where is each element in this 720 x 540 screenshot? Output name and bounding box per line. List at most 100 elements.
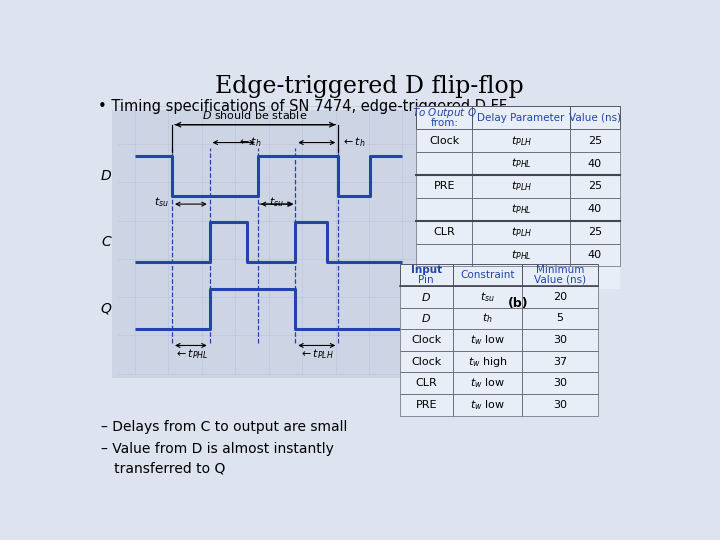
Text: $t_w$ high: $t_w$ high — [467, 355, 508, 369]
Bar — [472, 175, 570, 198]
Text: Value (ns): Value (ns) — [534, 275, 586, 285]
Text: Edge-triggered D flip-flop: Edge-triggered D flip-flop — [215, 75, 523, 98]
Text: (b): (b) — [508, 297, 528, 310]
Text: $t_{PHL}$: $t_{PHL}$ — [510, 157, 531, 171]
Bar — [453, 308, 523, 329]
Bar — [400, 265, 453, 286]
Bar — [453, 351, 523, 373]
Bar — [523, 308, 598, 329]
Text: $t_{PHL}$: $t_{PHL}$ — [510, 202, 531, 216]
Text: $t_{PHL}$: $t_{PHL}$ — [510, 248, 531, 262]
Text: Pin: Pin — [418, 275, 434, 285]
Text: • Timing specifications of SN 7474, edge-triggered D FF: • Timing specifications of SN 7474, edge… — [99, 99, 508, 114]
Bar — [112, 110, 425, 378]
Text: 37: 37 — [553, 357, 567, 367]
Bar — [416, 106, 472, 129]
Text: $t_{PLH}$: $t_{PLH}$ — [510, 134, 531, 147]
Bar — [416, 221, 472, 244]
Text: $t_w$ low: $t_w$ low — [470, 376, 505, 390]
Bar — [523, 329, 598, 351]
Bar — [416, 106, 620, 289]
Bar — [570, 129, 620, 152]
Text: $D$: $D$ — [421, 291, 431, 303]
Bar — [523, 351, 598, 373]
Text: 30: 30 — [553, 335, 567, 345]
Text: CLR: CLR — [415, 379, 437, 388]
Text: from:: from: — [431, 118, 459, 128]
Bar — [570, 152, 620, 175]
Bar — [472, 129, 570, 152]
Text: $D$: $D$ — [100, 169, 112, 183]
Bar — [523, 373, 598, 394]
Text: $\leftarrow t_{PLH}$: $\leftarrow t_{PLH}$ — [300, 348, 334, 361]
Bar — [416, 198, 472, 221]
Text: $Q$: $Q$ — [100, 301, 112, 316]
Bar — [523, 286, 598, 308]
Text: $t_w$ low: $t_w$ low — [470, 398, 505, 412]
Bar — [570, 244, 620, 266]
Bar — [570, 106, 620, 129]
Text: To Output $Q$: To Output $Q$ — [412, 106, 477, 120]
Text: $\leftarrow t_h$: $\leftarrow t_h$ — [341, 136, 365, 150]
Text: $\leftarrow t_{PHL}$: $\leftarrow t_{PHL}$ — [174, 348, 208, 361]
Text: Clock: Clock — [429, 136, 459, 146]
Text: $D$: $D$ — [421, 313, 431, 325]
Text: $t_{su}$: $t_{su}$ — [154, 195, 169, 209]
Text: Input: Input — [410, 266, 442, 275]
Bar — [570, 175, 620, 198]
Bar — [453, 394, 523, 416]
Bar — [472, 152, 570, 175]
Text: Value (ns): Value (ns) — [569, 113, 621, 123]
Bar — [400, 286, 453, 308]
Bar — [523, 265, 598, 286]
Text: PRE: PRE — [433, 181, 455, 191]
Text: Clock: Clock — [411, 357, 441, 367]
Bar — [416, 244, 472, 266]
Bar — [400, 394, 453, 416]
Bar — [472, 244, 570, 266]
Text: 25: 25 — [588, 181, 602, 191]
Text: $C$: $C$ — [101, 235, 112, 249]
Text: $t_h$: $t_h$ — [482, 312, 493, 325]
Text: Constraint: Constraint — [460, 270, 515, 280]
Text: 30: 30 — [553, 400, 567, 410]
Bar — [453, 265, 523, 286]
Text: 40: 40 — [588, 159, 602, 168]
Text: 25: 25 — [588, 136, 602, 146]
Bar — [400, 329, 453, 351]
Bar — [570, 221, 620, 244]
Text: transferred to Q: transferred to Q — [101, 462, 225, 476]
Text: Minimum: Minimum — [536, 266, 585, 275]
Text: 30: 30 — [553, 379, 567, 388]
Bar — [400, 351, 453, 373]
Bar — [400, 373, 453, 394]
Text: $t_{su}$: $t_{su}$ — [269, 195, 284, 209]
Bar — [416, 175, 472, 198]
Text: – Delays from C to output are small: – Delays from C to output are small — [101, 420, 348, 434]
Text: 40: 40 — [588, 250, 602, 260]
Text: – Value from D is almost instantly: – Value from D is almost instantly — [101, 442, 334, 456]
Text: $t_{PLH}$: $t_{PLH}$ — [510, 225, 531, 239]
Text: 40: 40 — [588, 204, 602, 214]
Bar — [400, 308, 453, 329]
Bar — [523, 394, 598, 416]
Text: PRE: PRE — [415, 400, 437, 410]
Bar — [416, 129, 472, 152]
Bar — [453, 286, 523, 308]
Text: Delay Parameter: Delay Parameter — [477, 113, 564, 123]
Text: 20: 20 — [553, 292, 567, 302]
Text: Clock: Clock — [411, 335, 441, 345]
Bar — [472, 221, 570, 244]
Text: $t_{su}$: $t_{su}$ — [480, 290, 495, 303]
Bar — [472, 106, 570, 129]
Bar — [400, 265, 598, 416]
Text: $\leftarrow t_h$: $\leftarrow t_h$ — [237, 136, 261, 150]
Bar — [453, 329, 523, 351]
Text: $D$ should be stable: $D$ should be stable — [202, 109, 308, 122]
Bar — [570, 198, 620, 221]
Text: 25: 25 — [588, 227, 602, 237]
Text: 5: 5 — [557, 313, 564, 323]
Bar — [416, 152, 472, 175]
Bar — [472, 198, 570, 221]
Text: $t_{PLH}$: $t_{PLH}$ — [510, 179, 531, 193]
